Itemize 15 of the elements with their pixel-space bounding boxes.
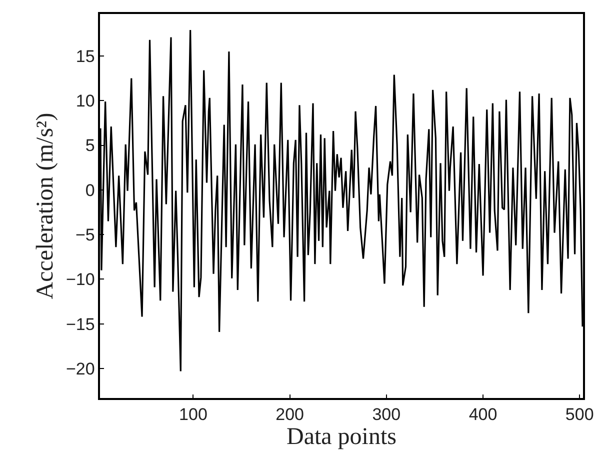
x-tick-label: 100 — [179, 405, 208, 424]
y-tick-label: 15 — [76, 46, 95, 66]
y-tick-label: 5 — [85, 136, 95, 156]
y-tick-label: −10 — [66, 270, 95, 290]
y-tick-label: −5 — [75, 226, 95, 245]
y-tick-label: −15 — [66, 314, 95, 334]
x-tick-label: 200 — [276, 405, 304, 424]
y-tick-label: 10 — [76, 92, 95, 111]
x-axis-title: Data points — [286, 424, 396, 450]
y-tick-label: 0 — [85, 180, 95, 200]
x-tick-label: 400 — [468, 405, 498, 424]
x-tick-label: 300 — [372, 405, 401, 424]
y-axis-title: Acceleration (m/s²) — [32, 112, 59, 300]
y-tick-label: −20 — [66, 359, 95, 378]
x-tick-label: 500 — [565, 405, 594, 424]
